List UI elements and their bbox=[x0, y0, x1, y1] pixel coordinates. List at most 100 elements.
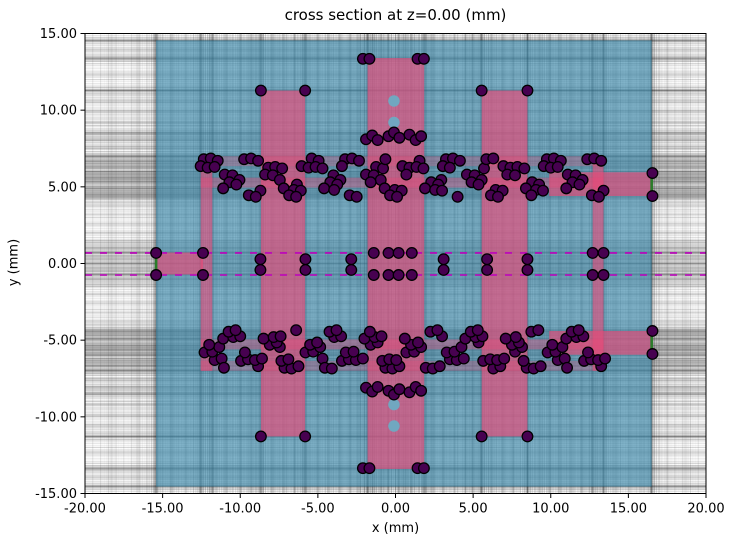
node-point bbox=[238, 346, 251, 359]
node-point bbox=[252, 154, 265, 167]
node-point bbox=[398, 332, 411, 345]
node-point bbox=[415, 130, 428, 143]
via-hole bbox=[388, 95, 400, 107]
node-point bbox=[335, 160, 348, 173]
node-point bbox=[592, 190, 605, 203]
node-point bbox=[646, 190, 659, 202]
x-tick-label: -10.00 bbox=[219, 502, 261, 517]
x-tick-label: 10.00 bbox=[532, 502, 569, 517]
node-point bbox=[364, 176, 377, 189]
node-point bbox=[345, 263, 358, 276]
node-point bbox=[475, 84, 488, 97]
node-point bbox=[363, 462, 376, 475]
node-point bbox=[197, 246, 209, 259]
node-point bbox=[412, 336, 424, 349]
node-point bbox=[282, 353, 295, 366]
node-point bbox=[597, 246, 610, 259]
node-point bbox=[517, 354, 530, 367]
node-point bbox=[318, 182, 331, 195]
node-point bbox=[417, 52, 430, 65]
node-point bbox=[400, 168, 413, 181]
node-point bbox=[475, 430, 488, 443]
node-point bbox=[481, 253, 494, 266]
y-tick-label: 0.00 bbox=[48, 257, 77, 272]
node-point bbox=[518, 162, 531, 175]
node-point bbox=[521, 263, 534, 276]
node-point bbox=[353, 154, 365, 167]
node-point bbox=[276, 162, 289, 175]
node-point bbox=[560, 182, 573, 195]
node-point bbox=[393, 131, 406, 144]
node-point bbox=[525, 189, 538, 202]
node-point bbox=[254, 430, 267, 443]
y-axis-label: y (mm) bbox=[6, 238, 22, 287]
implant-region bbox=[200, 339, 604, 350]
node-point bbox=[392, 269, 405, 281]
implant-region bbox=[200, 156, 213, 371]
node-point bbox=[274, 330, 287, 343]
node-point bbox=[586, 269, 599, 281]
node-point bbox=[646, 348, 659, 360]
node-point bbox=[254, 263, 267, 276]
x-tick-label: 5.00 bbox=[459, 502, 488, 517]
node-point bbox=[363, 325, 376, 338]
node-point bbox=[597, 269, 610, 281]
node-point bbox=[254, 84, 267, 97]
y-tick-label: 5.00 bbox=[48, 180, 77, 195]
node-point bbox=[292, 360, 305, 373]
node-point bbox=[492, 190, 504, 203]
node-point bbox=[203, 338, 216, 351]
via-hole bbox=[388, 116, 400, 129]
x-tick-label: -15.00 bbox=[142, 502, 184, 517]
node-point bbox=[367, 246, 380, 259]
node-point bbox=[405, 246, 418, 259]
x-axis-label: x (mm) bbox=[371, 521, 420, 536]
region-layer bbox=[156, 40, 652, 487]
node-point bbox=[472, 178, 485, 191]
node-point bbox=[437, 253, 450, 266]
node-point bbox=[217, 361, 230, 374]
node-point bbox=[436, 184, 449, 197]
node-point bbox=[415, 384, 428, 397]
via-hole bbox=[388, 420, 400, 432]
node-point bbox=[573, 178, 586, 191]
node-point bbox=[316, 162, 329, 175]
node-point bbox=[521, 84, 534, 97]
node-point bbox=[382, 246, 395, 259]
node-point bbox=[405, 269, 418, 281]
node-point bbox=[481, 263, 494, 276]
node-point bbox=[356, 352, 369, 365]
node-point bbox=[433, 360, 446, 373]
implant-region bbox=[200, 177, 604, 188]
node-point bbox=[561, 361, 574, 374]
node-point bbox=[363, 52, 376, 65]
node-point bbox=[498, 352, 511, 365]
node-point bbox=[646, 325, 659, 337]
node-point bbox=[451, 190, 464, 203]
node-point bbox=[599, 352, 612, 365]
node-point bbox=[350, 190, 363, 203]
node-point bbox=[453, 154, 466, 167]
node-point bbox=[382, 269, 395, 281]
node-point bbox=[257, 332, 270, 345]
node-point bbox=[509, 331, 522, 344]
node-point bbox=[249, 190, 262, 203]
node-point bbox=[551, 160, 564, 173]
node-point bbox=[230, 178, 243, 191]
x-tick-label: 20.00 bbox=[687, 502, 724, 517]
node-point bbox=[375, 330, 388, 343]
node-point bbox=[391, 190, 404, 203]
node-point bbox=[546, 338, 559, 351]
y-tick-label: -5.00 bbox=[43, 334, 77, 349]
node-point bbox=[586, 246, 599, 259]
node-point bbox=[499, 332, 512, 345]
node-point bbox=[299, 253, 312, 266]
node-point bbox=[582, 346, 594, 359]
node-point bbox=[572, 324, 585, 337]
node-point bbox=[419, 182, 431, 195]
node-point bbox=[532, 324, 545, 337]
node-point bbox=[393, 383, 406, 396]
node-point bbox=[150, 269, 163, 281]
